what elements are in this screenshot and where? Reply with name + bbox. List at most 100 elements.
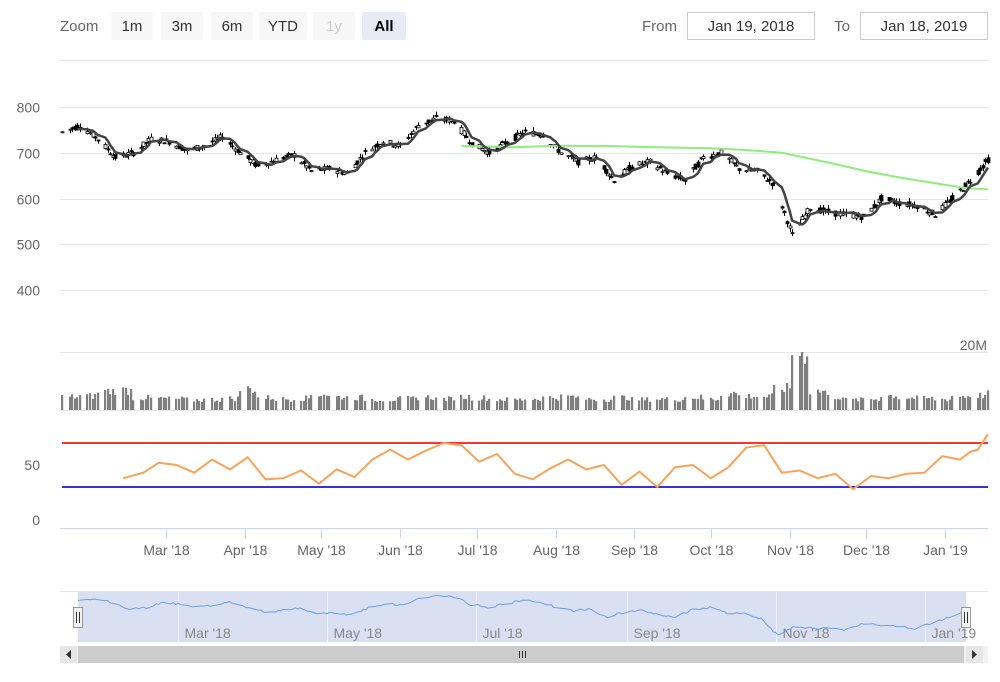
volume-bar xyxy=(310,395,313,410)
volume-bar xyxy=(588,397,591,410)
navigator-right-handle[interactable] xyxy=(961,607,971,628)
volume-bar xyxy=(893,398,896,410)
volume-bar xyxy=(305,395,308,410)
candle-body xyxy=(230,145,235,148)
volume-bar xyxy=(944,399,947,410)
candle-body xyxy=(103,144,108,149)
range-button-6m[interactable]: 6m xyxy=(211,12,253,40)
volume-bar xyxy=(613,395,616,410)
volume-bar xyxy=(336,396,339,410)
volume-bar xyxy=(605,401,608,410)
candle-body xyxy=(940,204,945,211)
candle-body xyxy=(933,216,938,218)
volume-bar xyxy=(521,400,524,410)
volume-bar xyxy=(712,399,715,410)
volume-bar xyxy=(201,401,204,410)
volume-bar xyxy=(407,395,410,410)
navigator-left-handle[interactable] xyxy=(73,607,83,628)
candle-body xyxy=(411,130,416,135)
volume-bar xyxy=(715,400,718,410)
scrollbar-thumb[interactable] xyxy=(78,646,964,663)
candle-body xyxy=(139,147,144,150)
volume-bar xyxy=(160,396,163,410)
volume-bar xyxy=(857,401,860,410)
volume-bar xyxy=(481,399,484,410)
candle-body xyxy=(732,162,737,165)
svg-text:6m: 6m xyxy=(222,18,243,35)
volume-bar xyxy=(272,399,275,410)
volume-bar xyxy=(575,397,578,410)
range-button-3m[interactable]: 3m xyxy=(161,12,203,40)
volume-bar xyxy=(219,401,222,410)
to-date-input[interactable]: Jan 18, 2019 xyxy=(860,12,988,40)
volume-axis-label: 20M xyxy=(960,337,987,353)
candle-body xyxy=(459,127,464,135)
volume-bar xyxy=(181,396,184,410)
volume-bar xyxy=(679,401,682,410)
volume-bar xyxy=(514,398,517,410)
volume-bar xyxy=(450,397,453,410)
sma-long-line xyxy=(461,144,989,191)
candle-body xyxy=(869,207,874,212)
candle-body xyxy=(233,148,238,152)
range-button-1m[interactable]: 1m xyxy=(111,12,153,40)
volume-bar xyxy=(748,393,751,410)
volume-bar xyxy=(539,401,542,410)
navigator-tick-label: Jul '18 xyxy=(483,625,523,641)
volume-bar xyxy=(666,397,669,410)
volume-bar xyxy=(623,395,626,410)
candle-body xyxy=(609,176,614,178)
volume-bar xyxy=(397,397,400,410)
candle-body xyxy=(467,142,472,145)
candle-body xyxy=(737,168,742,171)
candle-body xyxy=(129,150,134,153)
candle-body xyxy=(800,216,805,221)
candle-body xyxy=(602,165,607,170)
volume-bar xyxy=(465,399,468,410)
candle-body xyxy=(968,181,973,184)
volume-bar xyxy=(69,396,72,410)
rsi-tick-label: 50 xyxy=(24,457,40,473)
candle-body xyxy=(566,155,571,158)
volume-bar xyxy=(962,395,965,410)
volume-bar xyxy=(631,397,634,410)
candle-body xyxy=(406,136,411,140)
navigator[interactable]: Mar '18 May '18 Jul '18 Sep '18 Nov '18 Jan '… xyxy=(60,591,988,643)
range-button-1y[interactable]: 1y xyxy=(313,12,355,40)
volume-bar xyxy=(697,398,700,410)
candle-body xyxy=(388,140,393,144)
candle-body xyxy=(146,138,151,142)
volume-bar xyxy=(519,398,522,410)
candle-body xyxy=(767,178,772,182)
volume-bar xyxy=(735,393,738,410)
volume-bar xyxy=(753,397,756,410)
volume-bar xyxy=(252,392,255,410)
volume-bar xyxy=(837,399,840,410)
volume-bar xyxy=(773,384,776,410)
candle-body xyxy=(978,167,983,171)
volume-bar xyxy=(415,397,418,410)
candle-body xyxy=(253,161,258,167)
candle-body xyxy=(480,148,485,151)
volume-bar xyxy=(977,398,980,410)
x-axis-tick-label: Dec '18 xyxy=(843,542,890,558)
candle-body xyxy=(482,149,487,153)
volume-bar xyxy=(967,396,970,410)
volume-bar xyxy=(346,396,349,410)
volume-bar xyxy=(641,397,644,410)
volume-bar xyxy=(389,401,392,410)
candle-body xyxy=(335,171,340,174)
svg-text:1y: 1y xyxy=(326,18,342,35)
scrollbar-left-arrow[interactable] xyxy=(60,646,77,663)
svg-text:1m: 1m xyxy=(122,18,143,35)
from-date-input[interactable]: Jan 19, 2018 xyxy=(687,12,815,40)
volume-bar xyxy=(806,356,809,410)
zoom-label: Zoom xyxy=(60,18,98,35)
scrollbar[interactable] xyxy=(60,646,988,663)
range-button-ytd[interactable]: YTD xyxy=(259,12,307,40)
volume-bar xyxy=(127,394,130,410)
range-button-all[interactable]: All xyxy=(362,12,406,40)
scrollbar-grip-icon xyxy=(519,651,526,658)
scrollbar-right-arrow[interactable] xyxy=(966,646,983,663)
